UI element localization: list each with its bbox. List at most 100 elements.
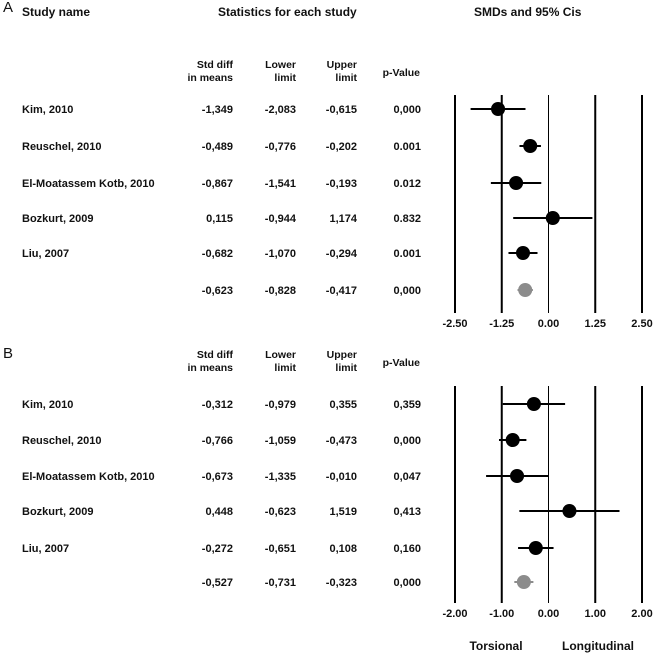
upper-limit-value: -0,294 — [326, 248, 358, 260]
effect-marker — [491, 102, 506, 116]
pooled-row: -0,623 -0,828 -0,417 0,000 — [202, 283, 533, 297]
study-row: Reuschel, 2010 -0,766 -1,059 -0,473 0,000 — [22, 433, 527, 447]
upper-limit-column-header: Upper — [327, 349, 357, 361]
x-tick-label: 0.00 — [538, 318, 559, 330]
effect-marker — [526, 397, 541, 411]
lower-limit-column-header: Lower — [265, 349, 296, 361]
x-tick-label: -2.00 — [442, 608, 467, 620]
study-name: Bozkurt, 2009 — [22, 213, 94, 225]
study-name: Kim, 2010 — [22, 104, 73, 116]
study-row: El-Moatassem Kotb, 2010 -0,867 -1,541 -0,19… — [22, 176, 542, 190]
upper-limit-value: 0,108 — [329, 543, 357, 555]
upper-limit-value: -0,010 — [326, 471, 357, 483]
smd-value: 0,448 — [205, 506, 233, 518]
x-tick-label: 2.50 — [631, 318, 652, 330]
lower-limit-value: -1,335 — [265, 471, 296, 483]
study-name: Liu, 2007 — [22, 543, 69, 555]
effect-marker — [545, 211, 560, 225]
lower-limit-value: -1,059 — [265, 435, 296, 447]
p-value: 0.001 — [393, 141, 421, 153]
upper-limit-column-header: Upper — [327, 59, 357, 71]
smd-value: -0,766 — [202, 435, 233, 447]
p-value: 0.001 — [393, 248, 421, 260]
study-name: Reuschel, 2010 — [22, 435, 102, 447]
smd-value: -0,489 — [202, 141, 233, 153]
upper-limit-value: -0,323 — [326, 577, 357, 589]
effect-marker — [528, 541, 543, 555]
smd-value: 0,115 — [206, 213, 233, 225]
lower-limit-value: -0,623 — [265, 506, 296, 518]
study-row: Bozkurt, 2009 0,448 -0,623 1,519 0,413 — [22, 504, 620, 518]
pooled-effect-marker — [518, 283, 533, 297]
study-row: Kim, 2010 -1,349 -2,083 -0,615 0,000 — [22, 102, 526, 116]
smd-value: -0,682 — [202, 248, 233, 260]
lower-limit-value: -2,083 — [265, 104, 296, 116]
upper-limit-value: 1,174 — [329, 213, 357, 225]
p-value: 0,047 — [393, 471, 421, 483]
pooled-row: -0,527 -0,731 -0,323 0,000 — [202, 575, 534, 589]
study-row: Kim, 2010 -0,312 -0,979 0,355 0,359 — [22, 397, 566, 411]
study-name: Bozkurt, 2009 — [22, 506, 94, 518]
smd-column-header: Std diff — [197, 59, 234, 71]
x-tick-label: -1.00 — [489, 608, 514, 620]
effect-marker — [510, 469, 525, 483]
lower-limit-value: -0,979 — [265, 399, 296, 411]
smd-column-header: Std diff — [197, 349, 234, 361]
x-tick-label: 1.25 — [585, 318, 606, 330]
effect-marker — [509, 176, 524, 190]
study-name: Reuschel, 2010 — [22, 141, 102, 153]
p-value: 0,413 — [393, 506, 421, 518]
smd-value: -0,527 — [202, 577, 233, 589]
x-tick-label: 1.00 — [585, 608, 606, 620]
p-value: 0.832 — [393, 213, 421, 225]
smds-header: SMDs and 95% Cis — [474, 5, 582, 19]
smd-value: -0,673 — [202, 471, 233, 483]
pvalue-column-header: p-Value — [383, 357, 421, 369]
lower-limit-value: -0,828 — [265, 285, 296, 297]
upper-limit-value: -0,615 — [326, 104, 357, 116]
effect-marker — [562, 504, 577, 518]
effect-marker — [505, 433, 520, 447]
study-name: Kim, 2010 — [22, 399, 73, 411]
p-value: 0,160 — [393, 543, 421, 555]
smd-value: -0,623 — [202, 285, 233, 297]
p-value: 0,000 — [393, 285, 421, 297]
x-tick-label: -2.50 — [442, 318, 467, 330]
pvalue-column-header: p-Value — [383, 67, 421, 79]
study-row: Bozkurt, 2009 0,115 -0,944 1,174 0.832 — [22, 211, 593, 225]
effect-marker — [523, 139, 538, 153]
lower-limit-value: -0,944 — [265, 213, 297, 225]
smd-column-header-line2: in means — [187, 362, 233, 374]
study-name-header: Study name — [22, 5, 90, 19]
lower-limit-value: -0,651 — [265, 543, 296, 555]
statistics-header: Statistics for each study — [218, 5, 357, 19]
smd-value: -0,272 — [202, 543, 233, 555]
lower-limit-value: -0,731 — [265, 577, 296, 589]
study-row: Liu, 2007 -0,682 -1,070 -0,294 0.001 — [22, 246, 538, 260]
lower-limit-value: -1,070 — [265, 248, 296, 260]
lower-limit-value: -0,776 — [265, 141, 296, 153]
effect-marker — [515, 246, 530, 260]
x-tick-label: 2.00 — [631, 608, 652, 620]
x-tick-label: 0.00 — [538, 608, 559, 620]
upper-limit-value: -0,473 — [326, 435, 357, 447]
study-name: Liu, 2007 — [22, 248, 69, 260]
smd-column-header-line2: in means — [187, 72, 233, 84]
smd-value: -1,349 — [202, 104, 233, 116]
p-value: 0,000 — [393, 577, 421, 589]
p-value: 0,000 — [393, 104, 421, 116]
x-tick-label: -1.25 — [489, 318, 514, 330]
panel-label: B — [3, 345, 13, 362]
lower-limit-column-header-line2: limit — [274, 362, 296, 374]
direction-label-right: Longitudinal — [562, 639, 634, 653]
lower-limit-column-header-line2: limit — [274, 72, 296, 84]
upper-limit-column-header-line2: limit — [335, 362, 357, 374]
study-row: El-Moatassem Kotb, 2010 -0,673 -1,335 -0,01… — [22, 469, 549, 483]
upper-limit-value: -0,417 — [326, 285, 357, 297]
smd-value: -0,312 — [202, 399, 233, 411]
upper-limit-value: -0,202 — [326, 141, 357, 153]
